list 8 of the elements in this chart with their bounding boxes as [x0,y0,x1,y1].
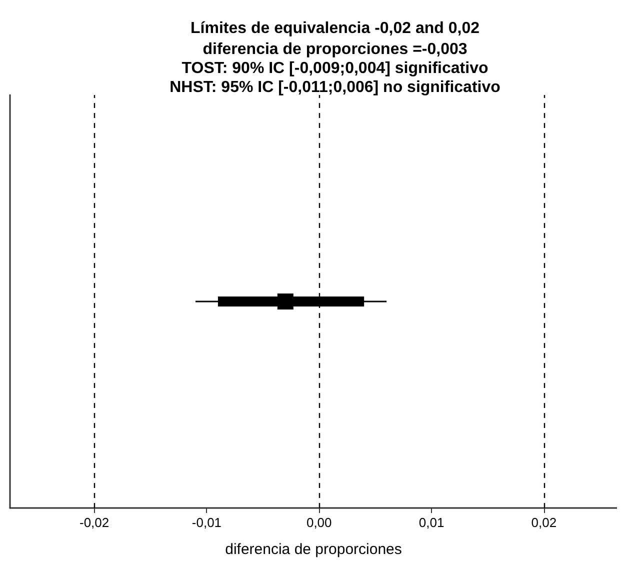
chart-subtitle: diferencia de proporciones =-0,003 TOST: 90% IC [-0,009;0,004] significativo NHST: 95% IC [-0,011;0,006] no significativo [170,41,501,96]
chart-title: Límites de equivalencia -0,02 and 0,02 [190,20,480,37]
x-tick-label: 0,01 [418,515,444,530]
x-tick-label: -0,01 [192,515,222,530]
x-tick-label: -0,02 [79,515,110,530]
x-tick-label: 0,02 [531,515,557,530]
x-tick-label: 0,00 [306,515,332,530]
x-axis-title: diferencia de proporciones [225,541,402,558]
